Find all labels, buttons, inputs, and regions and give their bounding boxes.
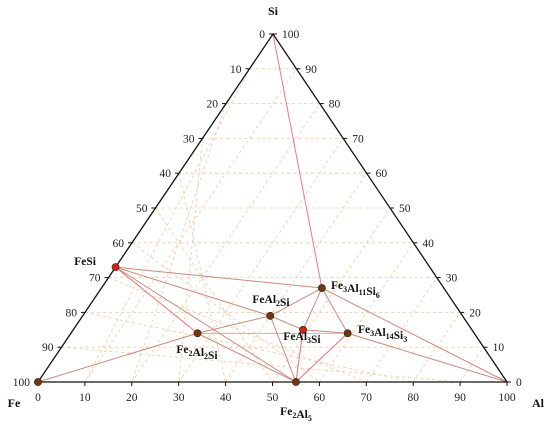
- left-tick-label: 70: [89, 273, 101, 285]
- tie-line: [197, 332, 297, 383]
- phase-label-fe2al2si: Fe2Al2Si: [176, 344, 218, 362]
- phase-point-fe2al2si: [193, 329, 202, 338]
- right-tick-label: 20: [469, 307, 481, 319]
- phase-point-feal3si: [299, 325, 307, 334]
- tie-line: [115, 266, 297, 383]
- left-tick-label: 40: [160, 168, 172, 180]
- phase-label-feal3si: FeAl3Si: [283, 331, 321, 346]
- si-apex-tie-line: [272, 33, 323, 289]
- tie-line: [321, 287, 508, 383]
- phase-label-feal2si: FeAl2Si: [252, 294, 290, 309]
- left-tick-label: 90: [42, 342, 54, 354]
- tie-line: [115, 266, 271, 317]
- right-tick-label: 60: [376, 168, 388, 180]
- axis-ticks: 0 10 20 30 40 50 60 70 80 90 100100908070605040302…: [13, 29, 522, 404]
- right-tick-label: 70: [352, 133, 364, 145]
- left-tick-label: 10: [230, 64, 242, 76]
- tie-line: [269, 315, 297, 383]
- right-tick-label: 100: [282, 29, 300, 41]
- grid-line: [155, 207, 273, 383]
- bottom-tick-label: 80: [407, 392, 419, 404]
- bottom-tick-label: 30: [173, 392, 185, 404]
- right-tick-label: 80: [329, 99, 341, 111]
- phase-point-fesi: [111, 263, 120, 272]
- left-tick-label: 30: [183, 133, 195, 145]
- bottom-tick-label: 90: [454, 392, 466, 404]
- grid-line: [131, 242, 320, 383]
- grid-line: [131, 103, 321, 383]
- phase-point-fe2al5: [292, 378, 300, 386]
- corner-label-fe: Fe: [8, 396, 21, 410]
- bottom-tick-label: 70: [361, 392, 373, 404]
- bottom-tick-label: 100: [498, 392, 516, 404]
- grid-line: [412, 312, 461, 383]
- right-tick-label: 50: [399, 203, 411, 215]
- tie-line: [270, 315, 304, 331]
- tie-line: [347, 332, 508, 383]
- tie-line: [197, 315, 271, 334]
- phase-label-fe3al14si3: Fe3Al14Si3: [358, 324, 407, 344]
- tie-line: [303, 329, 348, 334]
- phase-label-fe2al5: Fe2Al5: [280, 406, 312, 423]
- tie-line: [115, 266, 322, 289]
- tie-line-pink: [295, 329, 304, 383]
- right-tick-label: 40: [422, 238, 434, 250]
- grid-line: [178, 138, 344, 383]
- tie-line: [321, 287, 349, 334]
- phase-point-fe3al14si3: [343, 329, 352, 338]
- right-tick-label: 90: [305, 64, 317, 76]
- bottom-tick-label: 20: [126, 392, 138, 404]
- bottom-tick-label: 0: [35, 392, 41, 404]
- corner-label-si: Si: [268, 4, 279, 18]
- grid-line: [365, 277, 438, 383]
- bottom-tick-label: 10: [79, 392, 91, 404]
- phase-label-fe3al11si6: Fe3Al11Si6: [331, 280, 380, 300]
- corner-label-al: Al: [532, 396, 545, 410]
- grid-line: [84, 68, 297, 383]
- right-tick-label: 30: [446, 273, 458, 285]
- left-tick-label: 20: [207, 99, 219, 111]
- left-tick-label: 0: [259, 29, 265, 41]
- grid-line: [131, 103, 227, 383]
- phase-point-fe3al11si6: [317, 284, 326, 292]
- left-tick-label: 100: [13, 377, 31, 389]
- left-tick-label: 60: [113, 238, 125, 250]
- bottom-tick-label: 40: [220, 392, 232, 404]
- bottom-tick-label: 50: [267, 392, 279, 404]
- right-tick-label: 0: [516, 377, 522, 389]
- right-tick-label: 10: [493, 342, 505, 354]
- grid-line: [84, 68, 250, 383]
- tie-line: [302, 287, 323, 331]
- left-tick-label: 80: [66, 307, 78, 319]
- grid-line: [84, 312, 414, 383]
- grid-line: [319, 242, 414, 383]
- tie-line: [270, 287, 323, 317]
- phase-point-feal2si: [266, 311, 275, 320]
- phase-point-fe: [34, 378, 42, 386]
- bottom-tick-label: 60: [314, 392, 326, 404]
- tie-line-pink: [115, 266, 198, 334]
- grid-lines: [61, 68, 484, 383]
- left-tick-label: 50: [136, 203, 148, 215]
- phase-label-fesi: FeSi: [74, 256, 97, 268]
- grid-line: [178, 138, 203, 383]
- tie-line: [37, 332, 198, 383]
- grid-line: [272, 207, 391, 383]
- tie-line-pink: [295, 332, 348, 383]
